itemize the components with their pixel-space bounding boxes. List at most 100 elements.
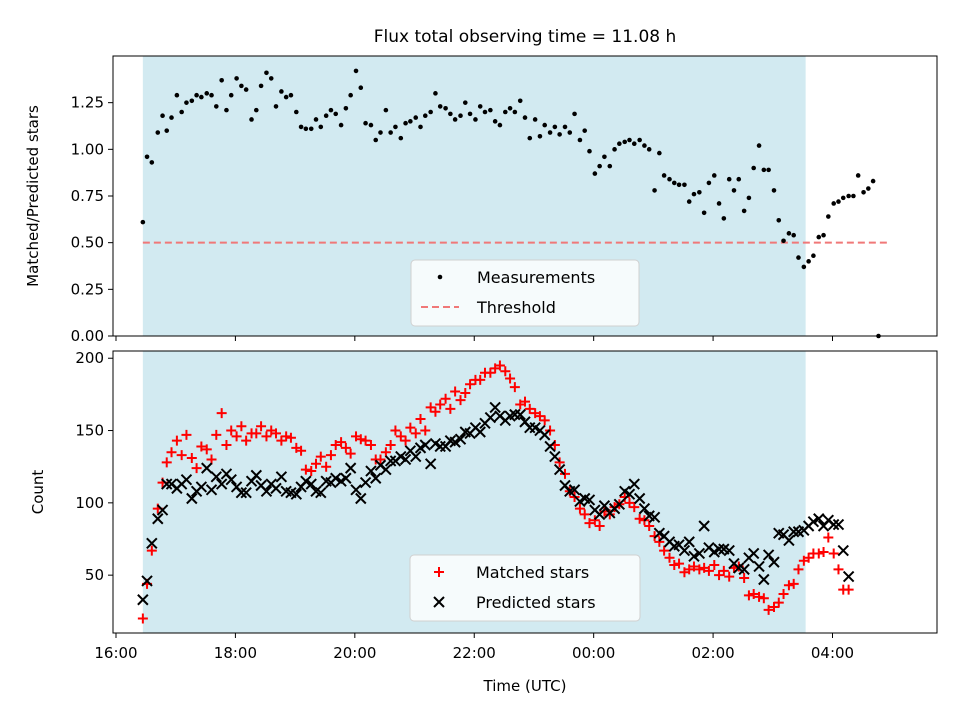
predicted-star-point (424, 458, 437, 470)
predicted-star-point (768, 556, 780, 568)
matched-star-point (823, 532, 834, 543)
measurement-point (667, 176, 672, 182)
matched-star-point (520, 396, 530, 407)
x-tick-label: 22:00 (453, 644, 496, 662)
measurement-point (661, 173, 667, 178)
measurement-point (627, 137, 632, 143)
matched-star-point (375, 454, 386, 465)
measurement-point (612, 147, 617, 152)
measurement-point (477, 104, 483, 109)
measurement-point (378, 130, 383, 135)
predicted-star-point (813, 513, 825, 525)
measurement-point (333, 111, 339, 117)
measurement-point (861, 189, 866, 195)
matched-star-point (475, 374, 486, 385)
matched-star-point (196, 441, 207, 452)
predicted-star-point (613, 498, 626, 510)
matched-star-point (400, 435, 411, 446)
measurement-point (204, 91, 210, 96)
matched-star-point (694, 564, 705, 575)
predicted-star-point (683, 536, 695, 548)
measurement-point (298, 124, 304, 130)
predicted-star-point (215, 478, 228, 490)
predicted-star-point (370, 472, 382, 484)
predicted-star-point (638, 502, 651, 515)
matched-star-point (206, 454, 217, 465)
matched-star-point (430, 406, 441, 417)
matched-star-point (455, 395, 466, 406)
top-y-axis-label: Matched/Predicted stars (24, 105, 42, 287)
measurement-point (562, 124, 568, 130)
matched-star-point (336, 437, 347, 448)
measurement-point (691, 191, 697, 197)
measurement-point (582, 128, 588, 133)
x-tick-label: 02:00 (691, 644, 734, 662)
matched-star-point (395, 431, 406, 442)
measurement-point (507, 105, 513, 111)
measurement-point (676, 182, 682, 188)
measurement-point (174, 92, 180, 98)
predicted-star-point (598, 500, 611, 512)
measurement-point (711, 173, 717, 178)
predicted-star-point (137, 594, 149, 606)
measurement-point (542, 122, 548, 128)
x-tick-label: 04:00 (811, 644, 854, 662)
measurement-point (219, 77, 224, 83)
matched-star-point (773, 597, 784, 608)
predicted-star-point (623, 488, 636, 500)
predicted-star-point (583, 494, 596, 506)
measurement-point (273, 104, 279, 109)
chart-title: Flux total observing time = 11.08 h (374, 27, 677, 47)
matched-star-point (201, 444, 212, 455)
matched-star-point (813, 548, 824, 559)
matched-star-point (743, 590, 754, 601)
predicted-star-point (628, 478, 640, 490)
matched-star-point (296, 445, 307, 456)
predicted-star-point (723, 544, 735, 557)
top-legend-box (410, 259, 640, 327)
matched-star-point (818, 547, 829, 558)
matched-star-point (146, 545, 157, 556)
matched-star-point (176, 450, 187, 461)
matched-star-point (425, 402, 436, 413)
predicted-star-point (350, 484, 362, 496)
matched-star-point (724, 571, 735, 582)
predicted-star-point (484, 411, 497, 424)
measurement-point (492, 119, 498, 124)
predicted-star-point (419, 439, 431, 451)
y-tick-label: 150 (75, 422, 104, 440)
matched-star-point (539, 415, 550, 426)
measurement-point (522, 115, 528, 120)
measurement-point (552, 124, 558, 130)
matched-star-point (574, 503, 585, 514)
measurement-point (144, 154, 150, 160)
measurement-point (422, 113, 428, 119)
legend-measurements-label: Measurements (477, 268, 595, 287)
matched-star-point (325, 450, 336, 461)
matched-star-point (440, 393, 451, 404)
matched-star-point (221, 440, 232, 450)
measurement-point (279, 89, 284, 94)
measurement-point (855, 173, 861, 178)
measurement-point (428, 109, 433, 115)
measurement-point (363, 120, 368, 126)
predicted-star-point (205, 484, 218, 496)
predicted-star-point (807, 515, 820, 528)
measurement-point (258, 83, 264, 89)
measurement-point (816, 234, 822, 240)
matched-star-point (306, 466, 317, 477)
measurement-point (756, 143, 762, 148)
measurement-point (393, 124, 398, 130)
matched-star-point (450, 386, 461, 397)
measurement-point (766, 167, 771, 173)
x-tick-label: 18:00 (214, 644, 257, 662)
predicted-star-point (141, 575, 153, 587)
legend-matched-marker (434, 567, 444, 577)
measurement-point (213, 104, 219, 109)
measurement-point (512, 109, 518, 115)
y-tick-label: 100 (75, 494, 104, 512)
measurement-point (631, 141, 637, 147)
measurement-point (607, 163, 613, 169)
y-tick-label: 50 (85, 566, 104, 584)
matched-star-point (709, 560, 720, 571)
